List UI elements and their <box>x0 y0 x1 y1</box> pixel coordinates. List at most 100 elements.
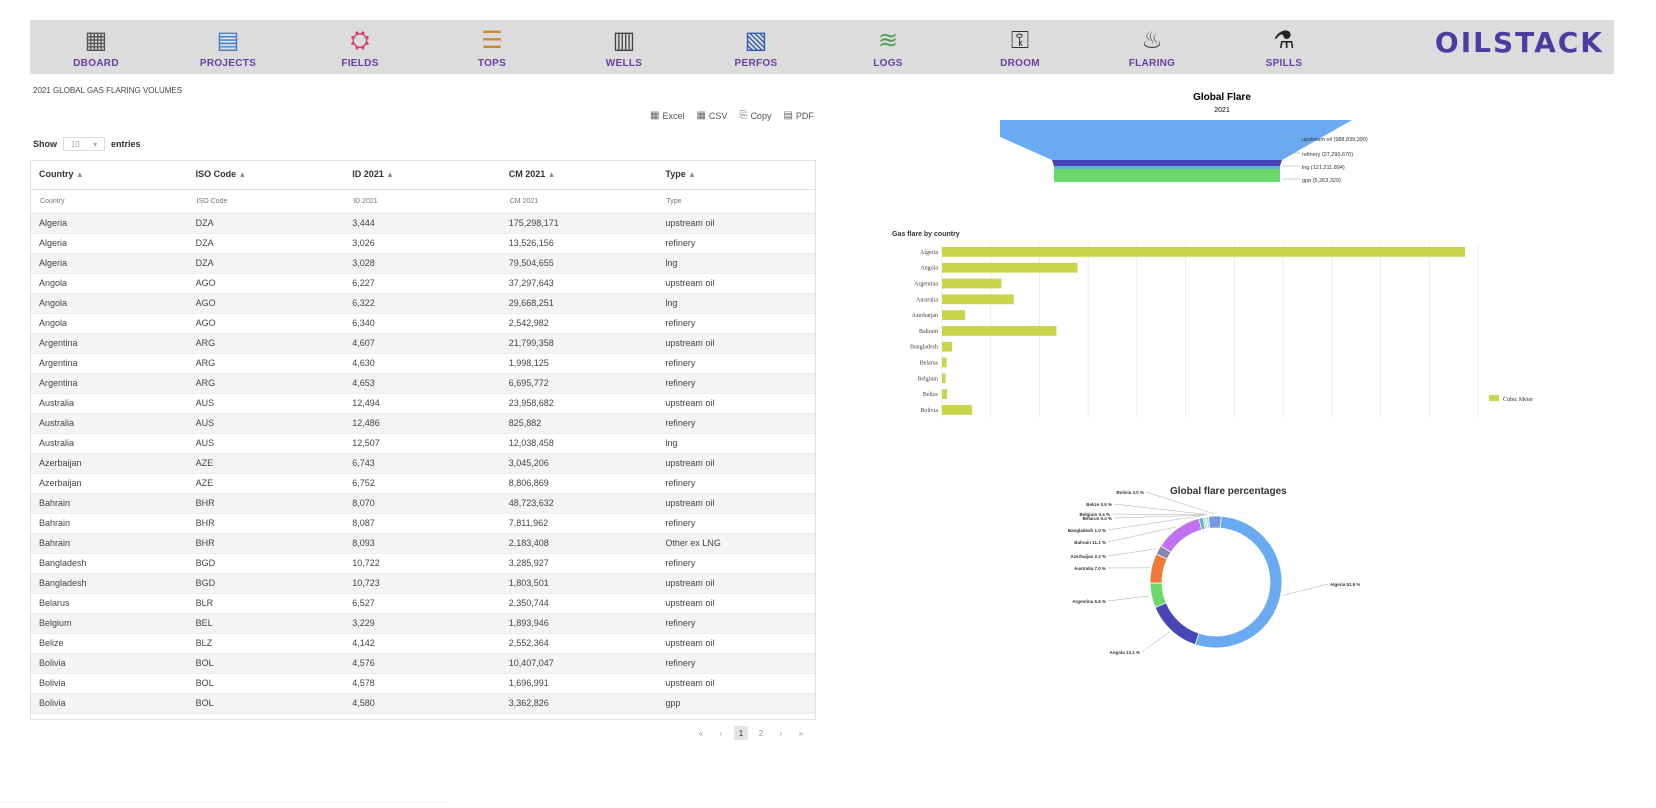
entries-select[interactable]: 10 ▾ <box>63 137 105 151</box>
table-cell: BGD <box>187 573 345 594</box>
table-cell: AGO <box>187 293 345 314</box>
nav-item-wells[interactable]: ▥ WELLS <box>558 20 690 74</box>
nav-item-logs[interactable]: ≋ LOGS <box>822 20 954 74</box>
table-row[interactable]: Australia AUS 12,507 12,038,458 lng <box>31 433 815 454</box>
donut-slice-angola <box>1154 602 1200 646</box>
table-row[interactable]: Belarus BLR 6,527 2,350,744 upstream oil <box>31 593 815 614</box>
column-header-cm-2021[interactable]: CM 2021 ▴ <box>500 161 658 190</box>
page-button[interactable]: 2 <box>758 728 764 738</box>
table-row[interactable]: Algeria DZA 3,026 13,526,156 refinery <box>31 233 815 254</box>
flare-icon: ♨ <box>1141 27 1163 54</box>
donut-slice-algeria <box>1194 515 1283 649</box>
donut-leader-line <box>1145 491 1215 515</box>
table-cell: 79,504,655 <box>500 253 658 274</box>
column-header-id-2021[interactable]: ID 2021 ▴ <box>344 161 501 190</box>
nav-item-fields[interactable]: ⛭ FIELDS <box>294 20 426 74</box>
column-filter-input[interactable] <box>665 192 801 210</box>
prev-page-button[interactable]: ‹ <box>719 728 723 738</box>
table-cell: 8,070 <box>344 493 501 514</box>
y-tick-label: Australia <box>916 297 938 303</box>
column-header-country[interactable]: Country ▴ <box>31 161 188 190</box>
table-row[interactable]: Azerbaijan AZE 6,743 3,045,206 upstream oil <box>31 453 815 474</box>
column-filter-input[interactable] <box>39 192 173 210</box>
column-filter-input[interactable] <box>195 192 330 210</box>
pdf-button[interactable]: ▤ PDF <box>783 110 813 121</box>
table-row[interactable]: Belize BLZ 4,142 2,552,364 upstream oil <box>31 633 815 654</box>
table-row[interactable]: Angola AGO 6,227 37,297,643 upstream oil <box>31 273 815 294</box>
oilstack-logo[interactable]: OILSTACK <box>1434 26 1604 59</box>
table-cell: Bolivia <box>31 693 188 714</box>
table-cell: upstream oil <box>657 453 815 474</box>
column-filter-input[interactable] <box>508 192 643 210</box>
table-row[interactable]: Bahrain BHR 8,070 48,723,632 upstream oil <box>31 493 815 514</box>
nav-item-projects[interactable]: ▤ PROJECTS <box>162 20 294 74</box>
table-cell: Angola <box>31 313 188 334</box>
donut-leader-line <box>1107 526 1177 543</box>
excel-button[interactable]: ▦ Excel <box>650 110 684 121</box>
nav-label: LOGS <box>873 57 903 69</box>
page-button[interactable]: 1 <box>734 726 748 740</box>
next-page-button[interactable]: › <box>779 728 783 738</box>
sort-icon: ▴ <box>240 169 245 180</box>
table-cell: 2,350,744 <box>500 593 658 614</box>
nav-item-tops[interactable]: ☰ TOPS <box>426 20 558 74</box>
table-cell: AGO <box>187 313 345 334</box>
funnel-segment-upstream-oil <box>1000 120 1352 160</box>
column-header-type[interactable]: Type ▴ <box>657 161 815 190</box>
table-row[interactable]: Algeria DZA 3,028 79,504,655 lng <box>31 253 815 274</box>
pdf-icon: ▤ <box>783 110 793 121</box>
funnel-segment-refinery <box>1052 160 1282 166</box>
table-cell: 7,811,962 <box>500 513 658 534</box>
table-row[interactable]: Bangladesh BGD 10,723 1,803,501 upstream oil <box>31 573 815 594</box>
table-cell: Belarus <box>31 593 188 614</box>
pagination: « ‹ 1 2 › » <box>694 726 808 740</box>
table-cell: Algeria <box>31 213 188 234</box>
csv-button[interactable]: ▦ CSV <box>696 110 727 121</box>
table-cell: BOL <box>187 673 345 694</box>
table-row[interactable]: Belgium BEL 3,229 1,893,946 refinery <box>31 613 815 634</box>
table-row[interactable]: Australia AUS 12,494 23,958,682 upstream oil <box>31 393 815 414</box>
nav-item-perfos[interactable]: ▧ PERFOS <box>690 20 822 74</box>
table-cell: 6,322 <box>344 293 501 314</box>
nav-label: FLARING <box>1128 57 1176 69</box>
table-row[interactable]: Angola AGO 6,322 29,668,251 lng <box>31 293 815 314</box>
perforation-icon: ▧ <box>744 27 768 54</box>
sort-icon: ▴ <box>689 169 695 180</box>
table-row[interactable]: Algeria DZA 3,444 175,298,171 upstream oil <box>31 213 815 234</box>
table-row[interactable]: Argentina ARG 4,630 1,998,125 refinery <box>31 353 815 374</box>
table-row[interactable]: Argentina ARG 4,607 21,799,358 upstream oil <box>31 333 815 354</box>
table-cell: upstream oil <box>657 573 815 594</box>
table-row[interactable]: Argentina ARG 4,653 6,695,772 refinery <box>31 373 815 394</box>
table-cell: AUS <box>187 393 345 414</box>
table-cell: BGD <box>187 553 345 574</box>
table-row[interactable]: Angola AGO 6,340 2,542,982 refinery <box>31 313 815 334</box>
table-row[interactable]: Bolivia BOL 4,580 3,362,826 gpp <box>31 693 815 714</box>
column-filter-input[interactable] <box>352 192 486 210</box>
table-row[interactable]: Bahrain BHR 8,087 7,811,962 refinery <box>31 513 815 534</box>
table-cell: 4,653 <box>344 373 501 394</box>
table-row[interactable]: Bolivia BOL 4,578 1,696,991 upstream oil <box>31 673 815 694</box>
donut-label: Argentina 5.8 % <box>1072 599 1106 604</box>
first-page-button[interactable]: « <box>698 728 704 738</box>
last-page-button[interactable]: » <box>798 728 804 738</box>
table-cell: ARG <box>187 333 345 354</box>
table-cell: upstream oil <box>657 673 815 694</box>
table-row[interactable]: Bahrain BHR 8,093 2,183,408 Other ex LNG <box>31 533 815 554</box>
funnel-segment-lng <box>1054 166 1280 169</box>
table-row[interactable]: Bolivia BOL 4,576 10,407,047 refinery <box>31 653 815 674</box>
copy-button[interactable]: ⎘ Copy <box>739 110 771 121</box>
table-row[interactable]: Azerbaijan AZE 6,752 8,806,869 refinery <box>31 473 815 494</box>
table-cell: Australia <box>31 433 188 454</box>
nav-item-spills[interactable]: ⚗ SPILLS <box>1218 20 1350 74</box>
nav-item-droom[interactable]: ⚿ DROOM <box>954 20 1086 74</box>
nav-item-flaring[interactable]: ♨ FLARING <box>1086 20 1218 74</box>
bar-bahrain <box>942 326 1057 336</box>
funnel-segment-gpp <box>1054 169 1280 182</box>
table-cell: 8,093 <box>344 533 501 554</box>
nav-item-dboard[interactable]: ▦ DBOARD <box>30 20 162 74</box>
table-row[interactable]: Bangladesh BGD 10,722 3,285,927 refinery <box>31 553 815 574</box>
table-cell: upstream oil <box>657 333 815 354</box>
table-row[interactable]: Australia AUS 12,486 825,882 refinery <box>31 413 815 434</box>
donut-leader-line <box>1113 514 1204 519</box>
column-header-iso-code[interactable]: ISO Code ▴ <box>187 161 345 190</box>
